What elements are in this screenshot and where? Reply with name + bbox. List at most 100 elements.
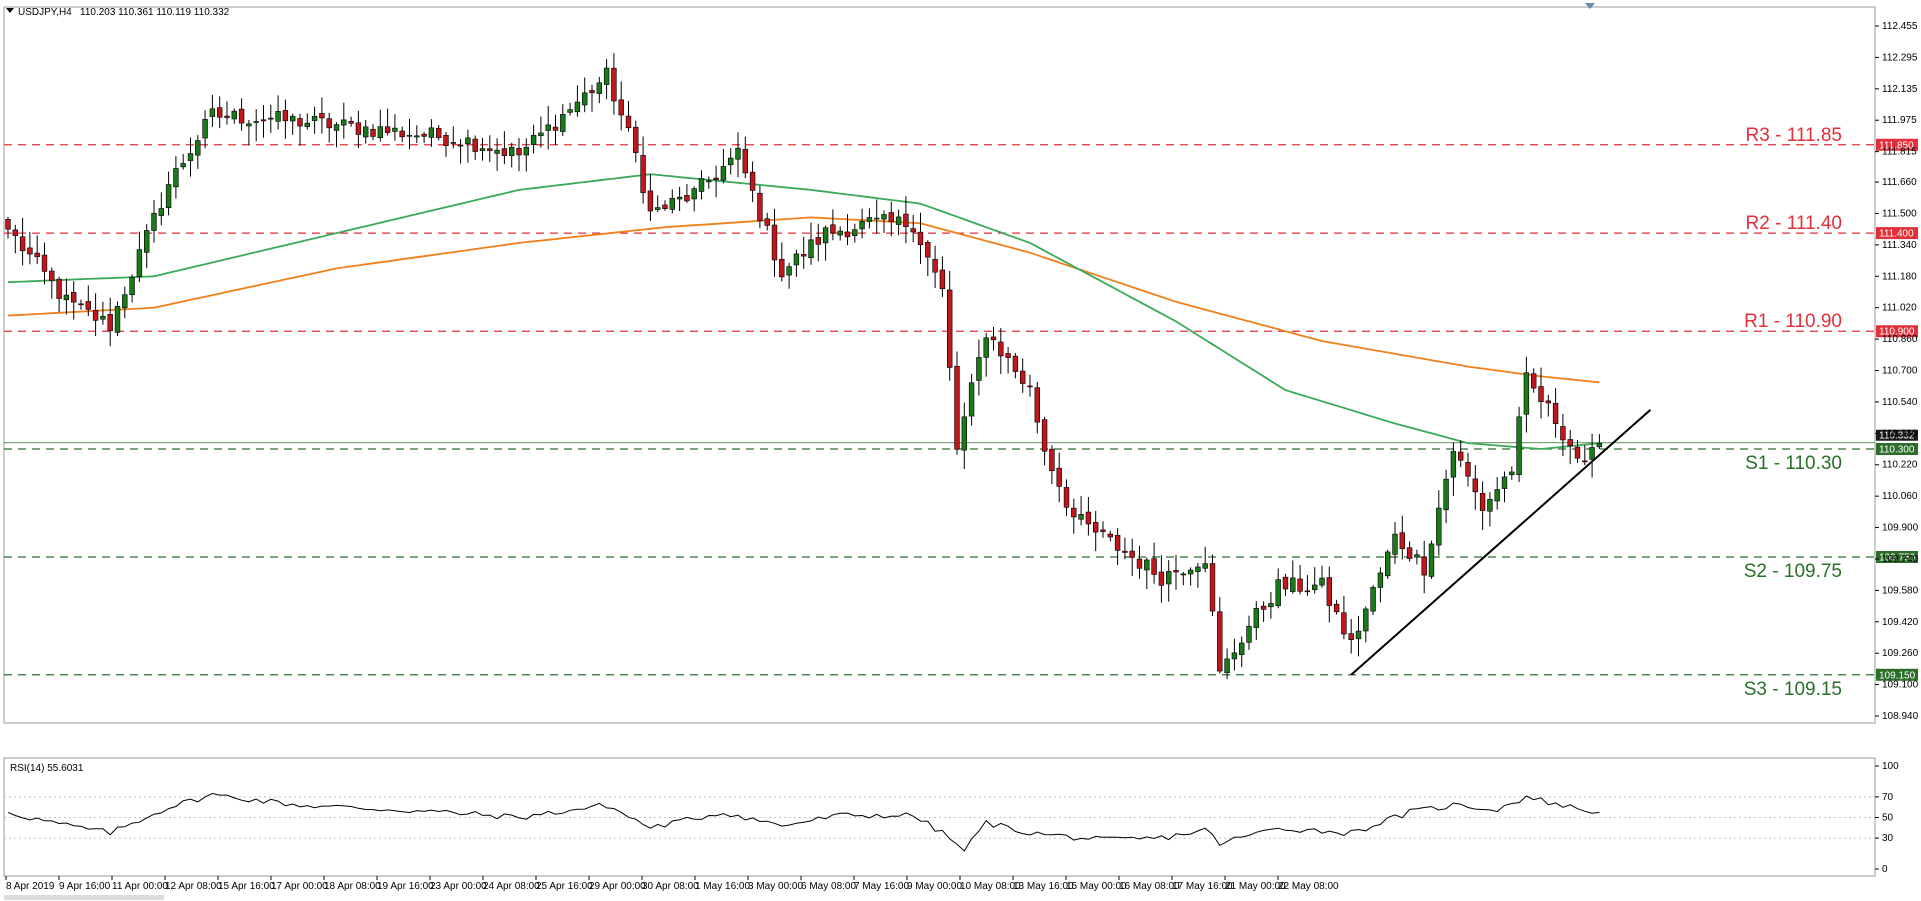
time-tick-label: 21 May 00:00 xyxy=(1225,881,1286,892)
bull-candle-body xyxy=(1516,416,1522,475)
candle xyxy=(1450,442,1457,496)
current-price-tag-text: 110.332 xyxy=(1879,431,1915,442)
bull-candle-body xyxy=(873,217,880,220)
bull-candle-body xyxy=(669,197,676,210)
bear-candle-body xyxy=(552,126,559,131)
bear-candle-body xyxy=(19,236,26,252)
bull-candle-body xyxy=(428,127,435,138)
bull-candle-body xyxy=(479,148,486,151)
bull-candle-body xyxy=(289,115,296,122)
bull-candle-body xyxy=(866,217,873,222)
bear-candle-body xyxy=(888,212,895,222)
bear-candle-body xyxy=(443,135,449,146)
bear-candle-body xyxy=(1560,426,1566,441)
time-tick-label: 12 Apr 08:00 xyxy=(165,881,222,892)
candle xyxy=(1363,606,1369,643)
time-tick-label: 11 Apr 00:00 xyxy=(112,881,168,892)
candle xyxy=(508,142,515,168)
candle xyxy=(450,126,456,149)
candle xyxy=(611,53,617,115)
candle xyxy=(1501,471,1508,503)
bull-candle-body xyxy=(333,124,340,131)
bull-candle-body xyxy=(560,114,566,132)
bull-candle-body xyxy=(1290,577,1296,592)
level-label: R2 - 111.40 xyxy=(1746,213,1842,234)
candle xyxy=(1253,601,1260,640)
candle xyxy=(107,297,113,347)
candle xyxy=(19,217,26,266)
bear-candle-body xyxy=(1041,419,1048,452)
moving-averages xyxy=(7,173,1600,450)
candle xyxy=(71,281,77,320)
candle xyxy=(647,174,654,222)
bear-candle-body xyxy=(910,228,916,233)
bear-candle-body xyxy=(990,336,997,341)
price-tick-label: 109.580 xyxy=(1882,585,1919,596)
bull-candle-body xyxy=(1487,498,1493,512)
bull-candle-body xyxy=(698,178,705,192)
bull-candle-body xyxy=(508,146,515,157)
candle xyxy=(618,81,624,131)
candle xyxy=(552,114,559,145)
candle xyxy=(1239,636,1245,668)
candle xyxy=(567,102,573,116)
candle xyxy=(41,242,48,285)
candle xyxy=(1056,452,1062,503)
bear-candle-body xyxy=(1582,460,1588,463)
bear-candle-body xyxy=(516,148,522,156)
candle xyxy=(873,199,880,234)
symbol-label: USDJPY,H4 xyxy=(18,7,72,18)
bull-candle-body xyxy=(151,212,157,231)
bull-candle-body xyxy=(1414,554,1420,558)
candle xyxy=(538,116,544,148)
bull-candle-body xyxy=(1596,442,1603,448)
time-tick-label: 17 May 16:00 xyxy=(1172,881,1233,892)
bull-candle-body xyxy=(1195,566,1201,572)
candle xyxy=(1392,522,1398,564)
bull-candle-body xyxy=(275,111,281,122)
candle xyxy=(34,235,40,265)
bull-candle-body xyxy=(808,239,814,259)
candle xyxy=(1494,477,1500,510)
bear-candle-body xyxy=(34,252,40,258)
candle xyxy=(1129,538,1135,577)
candle xyxy=(472,135,478,160)
scrollbar[interactable] xyxy=(4,895,164,900)
candle xyxy=(881,210,887,234)
level-label: S3 - 109.15 xyxy=(1744,679,1842,700)
time-tick-label: 9 May 00:00 xyxy=(907,881,962,892)
level-price-tag-text: 109.750 xyxy=(1879,552,1916,563)
shift-marker-icon[interactable] xyxy=(1585,3,1595,9)
time-tick-label: 9 Apr 16:00 xyxy=(59,881,111,892)
price-tick-label: 111.975 xyxy=(1882,115,1917,126)
candle xyxy=(1487,492,1493,527)
bull-candle-body xyxy=(727,157,734,166)
price-tick-label: 111.815 xyxy=(1882,147,1917,158)
bear-candle-body xyxy=(348,120,354,124)
candle xyxy=(654,195,661,213)
candle xyxy=(1406,541,1413,562)
bear-candle-body xyxy=(1326,577,1333,606)
bull-candle-body xyxy=(968,382,975,417)
bear-candle-body xyxy=(1100,529,1106,532)
candle xyxy=(282,99,289,139)
level-price-tag-text: 111.400 xyxy=(1879,229,1914,240)
bear-candle-body xyxy=(1027,385,1033,388)
bull-candle-body xyxy=(392,127,398,132)
candle xyxy=(304,113,310,130)
ohlc-readout: 110.203 110.361 110.119 110.332 xyxy=(80,7,230,18)
candle xyxy=(1385,549,1391,579)
bear-candle-body xyxy=(1472,478,1479,493)
candle xyxy=(1180,571,1187,586)
bear-candle-body xyxy=(1399,532,1406,550)
bull-candle-body xyxy=(793,253,800,266)
bull-candle-body xyxy=(136,249,143,278)
bull-candle-body xyxy=(567,109,573,113)
collapse-triangle-icon[interactable] xyxy=(6,8,14,13)
candle xyxy=(173,156,179,199)
bear-candle-body xyxy=(1012,355,1019,372)
candle xyxy=(954,351,960,455)
bear-candle-body xyxy=(49,270,55,281)
